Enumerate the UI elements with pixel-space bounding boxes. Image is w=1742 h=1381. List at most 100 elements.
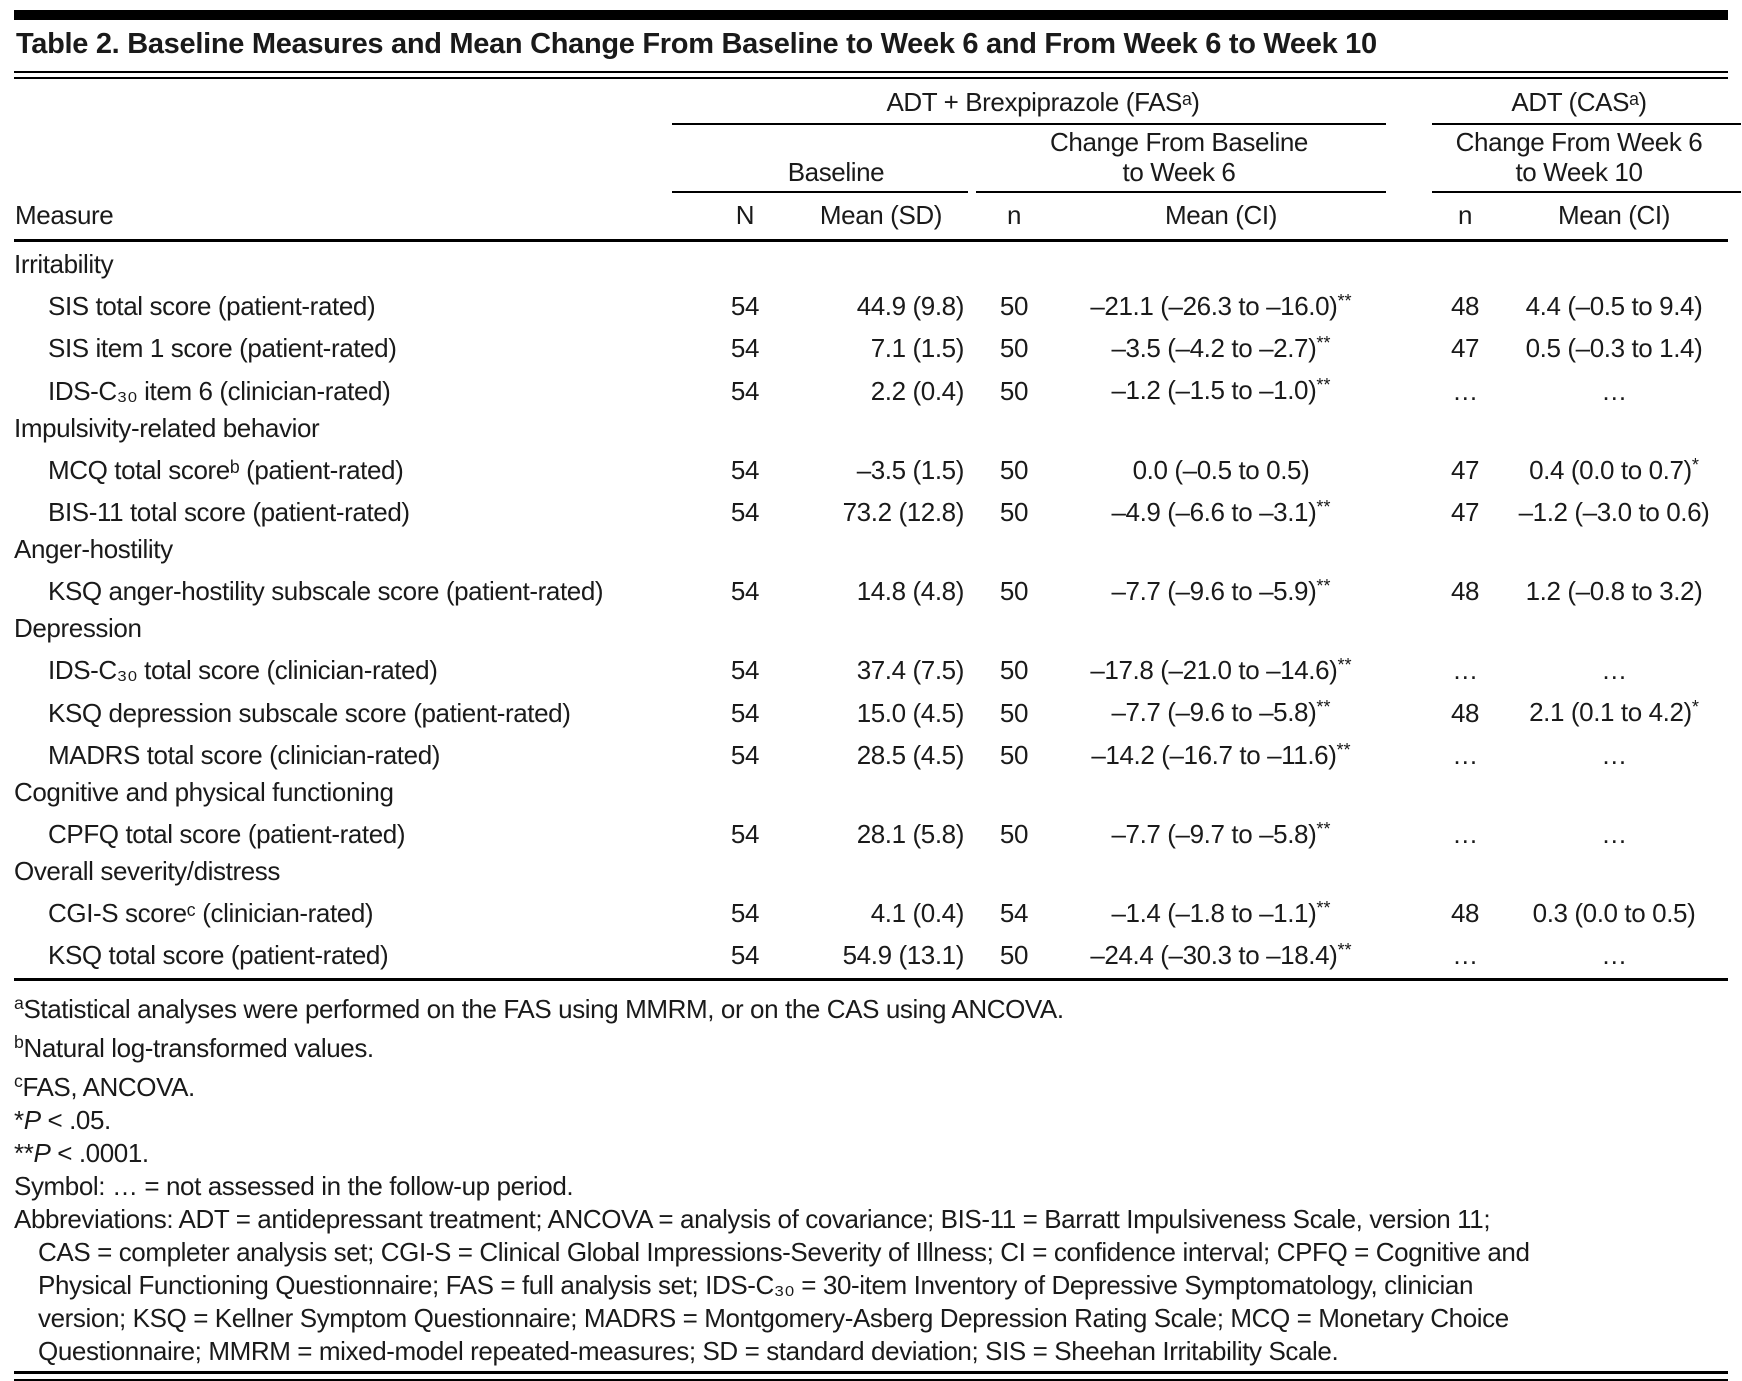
mean-ci-week6-cell: –1.2 (–1.5 to –1.0)** [1111,375,1331,406]
mean-sd-cell: –3.5 (1.5) [856,454,965,485]
table-row: IDS-C₃₀ item 6 (clinician-rated) 54 2.2 … [14,367,1728,409]
mean-sd-cell: 44.9 (9.8) [856,291,965,322]
significance-asterisk: ** [1336,739,1351,760]
col-header-N-baseline: N [699,193,790,242]
subgroup-header-row: Baseline Change From Baseline to Week 6 … [14,125,1741,193]
n-week10-cell: … [1452,818,1478,849]
abbreviation-line: CAS = completer analysis set; CGI-S = Cl… [38,1236,1530,1267]
footnote-marker: a [14,993,24,1014]
section-label: Overall severity/distress [14,855,280,886]
measure-cell: CPFQ total score (patient-rated) [48,818,406,849]
mean-ci-week6-cell: 0.0 (–0.5 to 0.5) [1132,454,1310,485]
mean-ci-week10-cell: 2.1 (0.1 to 4.2)* [1529,697,1699,728]
n-week10-cell: … [1430,931,1500,982]
mean-ci-week6-cell: –1.4 (–1.8 to –1.1)** [1111,897,1331,929]
mean-ci-week6-cell: –4.9 (–6.6 to –3.1)** [1111,496,1331,527]
section-row: Depression [14,610,1728,647]
n-week10-cell: 48 [1450,898,1480,929]
significance-asterisk: ** [1316,496,1331,517]
n-baseline-cell: 54 [699,931,790,982]
title-separator-rule [14,71,1728,79]
mean-sd-cell: 28.5 (4.5) [856,739,965,770]
n-week10-cell: 47 [1450,454,1480,485]
mean-ci-week6-cell: –21.1 (–26.3 to –16.0)** [1090,291,1352,322]
spacer-cell [1386,283,1430,325]
n-week6-cell: 50 [971,931,1056,982]
section-row: Impulsivity-related behavior [14,409,1728,446]
mean-sd-cell: 14.8 (4.8) [856,576,965,607]
table-row: CPFQ total score (patient-rated) 54 28.1… [14,810,1728,852]
table-body: Irritability SIS total score (patient-ra… [14,241,1728,982]
mean-ci-week6-cell: –17.8 (–21.0 to –14.6)** [1090,655,1352,686]
n-baseline-cell: 54 [730,333,760,364]
spacer-cell [1386,446,1430,488]
measure-cell: IDS-C₃₀ item 6 (clinician-rated) [48,375,391,406]
footnotes: aStatistical analyses were performed on … [14,981,1728,1364]
n-week6-cell: 50 [999,739,1029,770]
measure-cell: BIS-11 total score (patient-rated) [48,496,410,527]
significance-asterisk: ** [1337,940,1352,961]
n-baseline-cell: 54 [730,898,760,929]
abbreviation-line: Physical Functioning Questionnaire; FAS … [38,1269,1474,1300]
col-header-n-week6: n [971,193,1056,242]
section-label: Impulsivity-related behavior [14,412,320,443]
n-week6-cell: 50 [999,291,1029,322]
n-week6-cell: 50 [999,818,1029,849]
table-row: IDS-C₃₀ total score (clinician-rated) 54… [14,647,1728,689]
mean-ci-week10-cell: … [1601,655,1627,686]
abbreviation-line: version; KSQ = Kellner Symptom Questionn… [38,1302,1509,1333]
mean-sd-cell: 37.4 (7.5) [856,655,965,686]
group-header-adt-cas: ADT (CASᵃ) [1430,79,1741,125]
footnote-marker: c [14,1070,23,1091]
n-week6-cell: 50 [999,496,1029,527]
n-baseline-cell: 54 [730,739,760,770]
footnote-p-symbol: P [33,1137,51,1168]
mean-sd-cell: 4.1 (0.4) [870,898,965,929]
n-week10-cell: 48 [1450,697,1480,728]
subheader-baseline: Baseline [671,125,972,193]
significance-asterisk: ** [1316,333,1331,354]
table-row: BIS-11 total score (patient-rated) 54 73… [14,488,1728,530]
subheader-change-week6: Change From Baseline to Week 6 [972,125,1387,193]
measure-cell: KSQ total score (patient-rated) [14,931,700,982]
top-rule-bar [14,10,1728,20]
bottom-rule [14,1370,1728,1381]
mean-sd-cell: 28.1 (5.8) [856,818,965,849]
table-row: CGI-S scoreᶜ (clinician-rated) 54 4.1 (0… [14,889,1728,931]
footnote-b: bNatural log-transformed values. [14,1029,1728,1062]
footnote-a: aStatistical analyses were performed on … [14,990,1728,1023]
mean-ci-week6-cell: –7.7 (–9.6 to –5.9)** [1111,575,1331,607]
footnote-symbol: Symbol: … = not assessed in the follow-u… [14,1170,574,1201]
significance-asterisk: ** [1316,697,1331,718]
table-title: Table 2. Baseline Measures and Mean Chan… [16,28,1377,60]
measure-cell: MADRS total score (clinician-rated) [48,739,441,770]
col-header-mean-sd: Mean (SD) [789,193,972,242]
n-week6-cell: 50 [999,697,1029,728]
significance-asterisk: ** [1316,897,1331,918]
measure-cell: MCQ total scoreᵇ (patient-rated) [48,454,404,485]
col-header-measure: Measure [14,79,700,242]
spacer-cell [1386,567,1430,609]
abbreviation-line: Abbreviations: ADT = antidepressant trea… [14,1203,1491,1234]
n-baseline-cell: 54 [730,496,760,527]
measure-cell: KSQ depression subscale score (patient-r… [48,697,571,728]
spacer-cell [1386,689,1430,731]
n-week10-cell: … [1452,655,1478,686]
n-week10-cell: 47 [1450,333,1480,364]
n-week10-cell: 47 [1450,496,1480,527]
column-header-row: N Mean (SD) n Mean (CI) n Mean (CI) [14,193,1728,242]
mean-sd-cell: 15.0 (4.5) [856,697,965,728]
mean-ci-week6-cell: –14.2 (–16.7 to –11.6)** [1091,739,1351,770]
measure-cell: SIS item 1 score (patient-rated) [48,333,397,364]
section-label: Irritability [14,249,114,279]
spacer-cell [1386,810,1430,852]
footnote-text: < .0001. [50,1137,149,1168]
group-header-row: Measure ADT + Brexpiprazole (FASᵃ) ADT (… [14,79,1741,242]
footnote-p-symbol: P [23,1104,41,1135]
n-week10-cell: … [1452,739,1478,770]
mean-ci-week10-cell: 0.5 (–0.3 to 1.4) [1525,333,1703,364]
section-label: Cognitive and physical functioning [14,776,394,807]
section-label: Anger-hostility [14,533,173,564]
footnote-text: FAS, ANCOVA. [22,1071,195,1102]
n-week10-cell: 48 [1450,291,1480,322]
